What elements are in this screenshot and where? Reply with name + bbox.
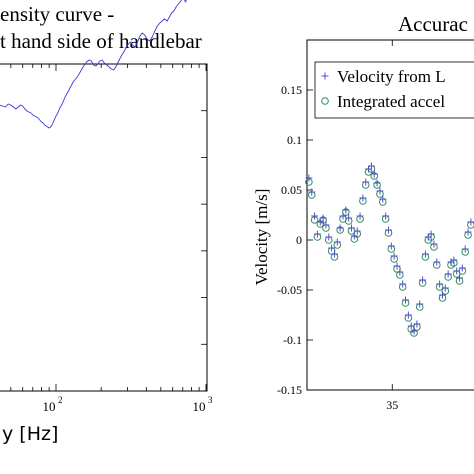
legend-plus-marker [321, 72, 329, 80]
velocity-point [319, 214, 327, 222]
velocity-point [456, 274, 464, 282]
velocity-point [436, 280, 444, 288]
legend-marker-velocity [321, 72, 329, 80]
left-series-layer [0, 0, 187, 129]
right-y-tick-label: 0.1 [287, 133, 302, 147]
velocity-point [407, 322, 415, 330]
velocity-point [333, 238, 341, 246]
velocity-point [396, 268, 404, 276]
velocity-point [453, 267, 461, 275]
left-plot-frame [0, 63, 208, 392]
svg-text:10: 10 [43, 399, 56, 414]
velocity-point [467, 218, 474, 226]
velocity-point [416, 300, 424, 308]
velocity-point [410, 327, 418, 335]
right-y-tick-label: 0.05 [281, 183, 302, 197]
right-title: Accurac [398, 12, 468, 36]
left-panel: ensity curve - t hand side of handlebar … [0, 0, 213, 445]
velocity-point [367, 162, 375, 170]
velocity-point [421, 250, 429, 258]
right-series-layer [305, 162, 474, 337]
svg-text:3: 3 [208, 395, 213, 405]
velocity-point [427, 230, 435, 238]
velocity-point [387, 242, 395, 250]
velocity-point [438, 291, 446, 299]
left-x-tick-labels: 10 2 10 3 [43, 395, 214, 414]
right-y-tick-label: -0.05 [277, 283, 302, 297]
velocity-point [313, 230, 321, 238]
right-y-tick-label: -0.15 [277, 383, 302, 397]
velocity-point [365, 165, 373, 173]
velocity-point [390, 252, 398, 260]
velocity-point [393, 262, 401, 270]
right-x-tick-labels: 354 [386, 398, 398, 412]
velocity-point [441, 284, 449, 292]
velocity-point [305, 174, 313, 182]
left-series-line [0, 0, 187, 129]
legend-label-integrated: Integrated accel [337, 92, 445, 111]
legend-box [314, 61, 474, 119]
velocity-point [348, 224, 356, 232]
right-axis-ticks [307, 40, 393, 391]
velocity-point [450, 256, 458, 264]
velocity-point [458, 264, 466, 272]
velocity-point [444, 270, 452, 278]
left-x-tick-label: 10 2 [43, 395, 63, 414]
right-legend: Velocity from L Integrated accel [314, 61, 474, 119]
velocity-point [373, 179, 381, 187]
velocity-point [339, 212, 347, 220]
velocity-point [384, 226, 392, 234]
right-panel: Accurac 0.15 0.1 0.05 0 -0.05 -0.1 -0.15 354 V… [252, 12, 474, 412]
left-x-tick-label: 10 3 [193, 395, 214, 414]
svg-text:10: 10 [193, 399, 206, 414]
velocity-point [330, 250, 338, 258]
right-y-tick-labels: 0.15 0.1 0.05 0 -0.05 -0.1 -0.15 [277, 83, 302, 397]
velocity-point [404, 311, 412, 319]
velocity-point [316, 218, 324, 226]
left-axis-ticks [10, 64, 207, 391]
left-title-line-1: ensity curve - [0, 2, 114, 26]
velocity-point [362, 178, 370, 186]
velocity-point [430, 240, 438, 248]
legend-label-velocity: Velocity from L [337, 67, 446, 86]
velocity-point [376, 187, 384, 195]
velocity-point [322, 221, 330, 229]
velocity-point [356, 212, 364, 220]
velocity-point [464, 228, 472, 236]
velocity-point [419, 276, 427, 284]
legend-marker-integrated [321, 97, 329, 105]
velocity-point [311, 212, 319, 220]
legend-circle-marker [321, 97, 329, 105]
left-x-axis-label: y [Hz] [2, 423, 58, 445]
right-y-tick-label: -0.1 [283, 333, 302, 347]
velocity-point [433, 258, 441, 266]
svg-text:2: 2 [58, 395, 63, 405]
velocity-point [350, 232, 358, 240]
velocity-point [399, 280, 407, 288]
right-y-tick-label: 0.15 [281, 83, 302, 97]
velocity-point [382, 212, 390, 220]
right-y-axis-label: Velocity [m/s] [252, 189, 271, 286]
velocity-point [424, 233, 432, 241]
velocity-point [328, 244, 336, 252]
velocity-point [336, 224, 344, 232]
velocity-point [353, 227, 361, 235]
velocity-point [402, 296, 410, 304]
velocity-point [325, 233, 333, 241]
velocity-point [413, 320, 421, 328]
velocity-point [359, 194, 367, 202]
velocity-point [461, 245, 469, 253]
velocity-point [308, 188, 316, 196]
velocity-point [379, 195, 387, 203]
velocity-point [342, 206, 350, 214]
right-plot-frame [306, 39, 474, 391]
velocity-point [370, 170, 378, 178]
right-x-tick-label: 35 [386, 398, 398, 412]
velocity-point [345, 214, 353, 222]
left-title-line-2: t hand side of handlebar [0, 29, 202, 53]
right-y-tick-label: 0 [296, 233, 302, 247]
